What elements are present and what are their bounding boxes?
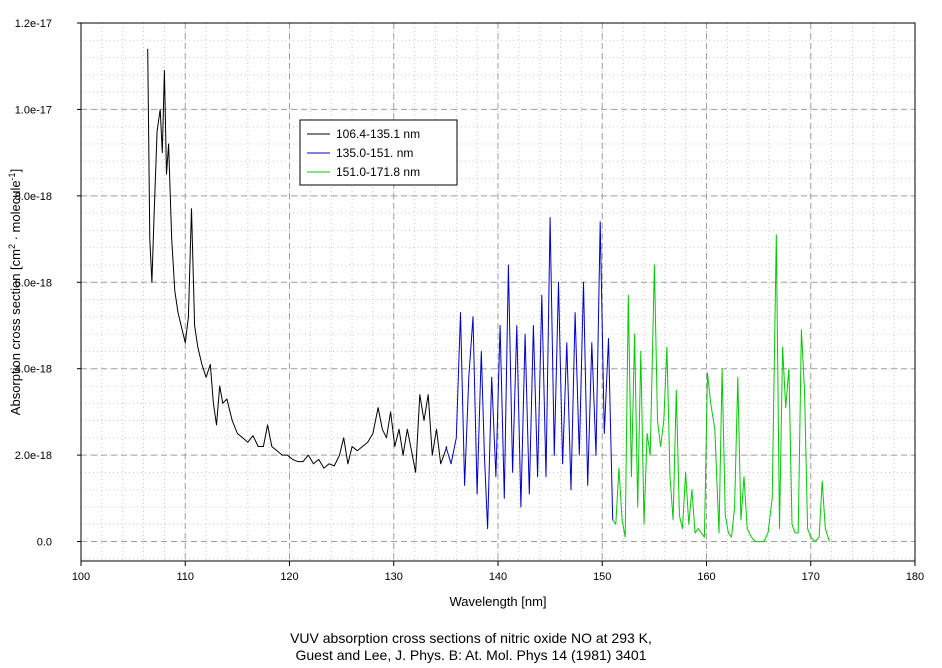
y-tick-label: 2.0e-18: [15, 450, 52, 462]
series-lines: [147, 48, 830, 543]
y-axis-label-mid: · molecule: [8, 180, 23, 244]
y-tick-label: 4.0e-18: [15, 364, 52, 376]
y-axis-label: Absorption cross section [cm2 · molecule…: [7, 169, 23, 415]
y-axis-label-sup1: 2: [7, 244, 17, 249]
chart-grid: [81, 23, 915, 561]
series-line-2: [445, 217, 614, 530]
y-tick-label: 0.0: [37, 537, 52, 549]
legend-label-2: 135.0-151. nm: [336, 146, 413, 160]
x-tick-label: 110: [176, 571, 194, 583]
series-line-3: [612, 234, 830, 543]
legend-label-1: 106.4-135.1 nm: [336, 127, 420, 141]
caption-line-1: VUV absorption cross sections of nitric …: [290, 630, 652, 646]
x-tick-label: 160: [697, 571, 715, 583]
y-tick-label: 6.0e-18: [15, 277, 52, 289]
caption-line-2: Guest and Lee, J. Phys. B: At. Mol. Phys…: [295, 647, 647, 663]
x-axis-label: Wavelength [nm]: [449, 594, 546, 609]
x-tick-label: 140: [489, 571, 507, 583]
y-tick-label: 8.0e-18: [15, 191, 52, 203]
absorption-chart: 100 110 120 130 140 150 160 170 180 0.0 2.0e-18 4.0…: [7, 18, 924, 609]
x-tick-label: 130: [385, 571, 403, 583]
y-axis-label-base: Absorption cross section [cm: [8, 249, 23, 415]
legend-label-3: 151.0-171.8 nm: [336, 165, 420, 179]
x-tick-label: 180: [906, 571, 924, 583]
axis-ticks: 100 110 120 130 140 150 160 170 180 0.0 2.0e-18 4.0…: [15, 18, 924, 583]
y-tick-label: 1.2e-17: [15, 18, 52, 30]
y-axis-label-sup2: -1: [7, 172, 17, 180]
legend: 106.4-135.1 nm 135.0-151. nm 151.0-171.8 n…: [299, 119, 458, 186]
x-tick-label: 100: [72, 571, 90, 583]
y-tick-label: 1.0e-17: [15, 104, 52, 116]
x-tick-label: 150: [593, 571, 611, 583]
x-tick-label: 170: [802, 571, 820, 583]
x-tick-label: 120: [280, 571, 298, 583]
y-axis-label-end: ]: [8, 169, 23, 173]
series-line-1: [147, 48, 448, 473]
